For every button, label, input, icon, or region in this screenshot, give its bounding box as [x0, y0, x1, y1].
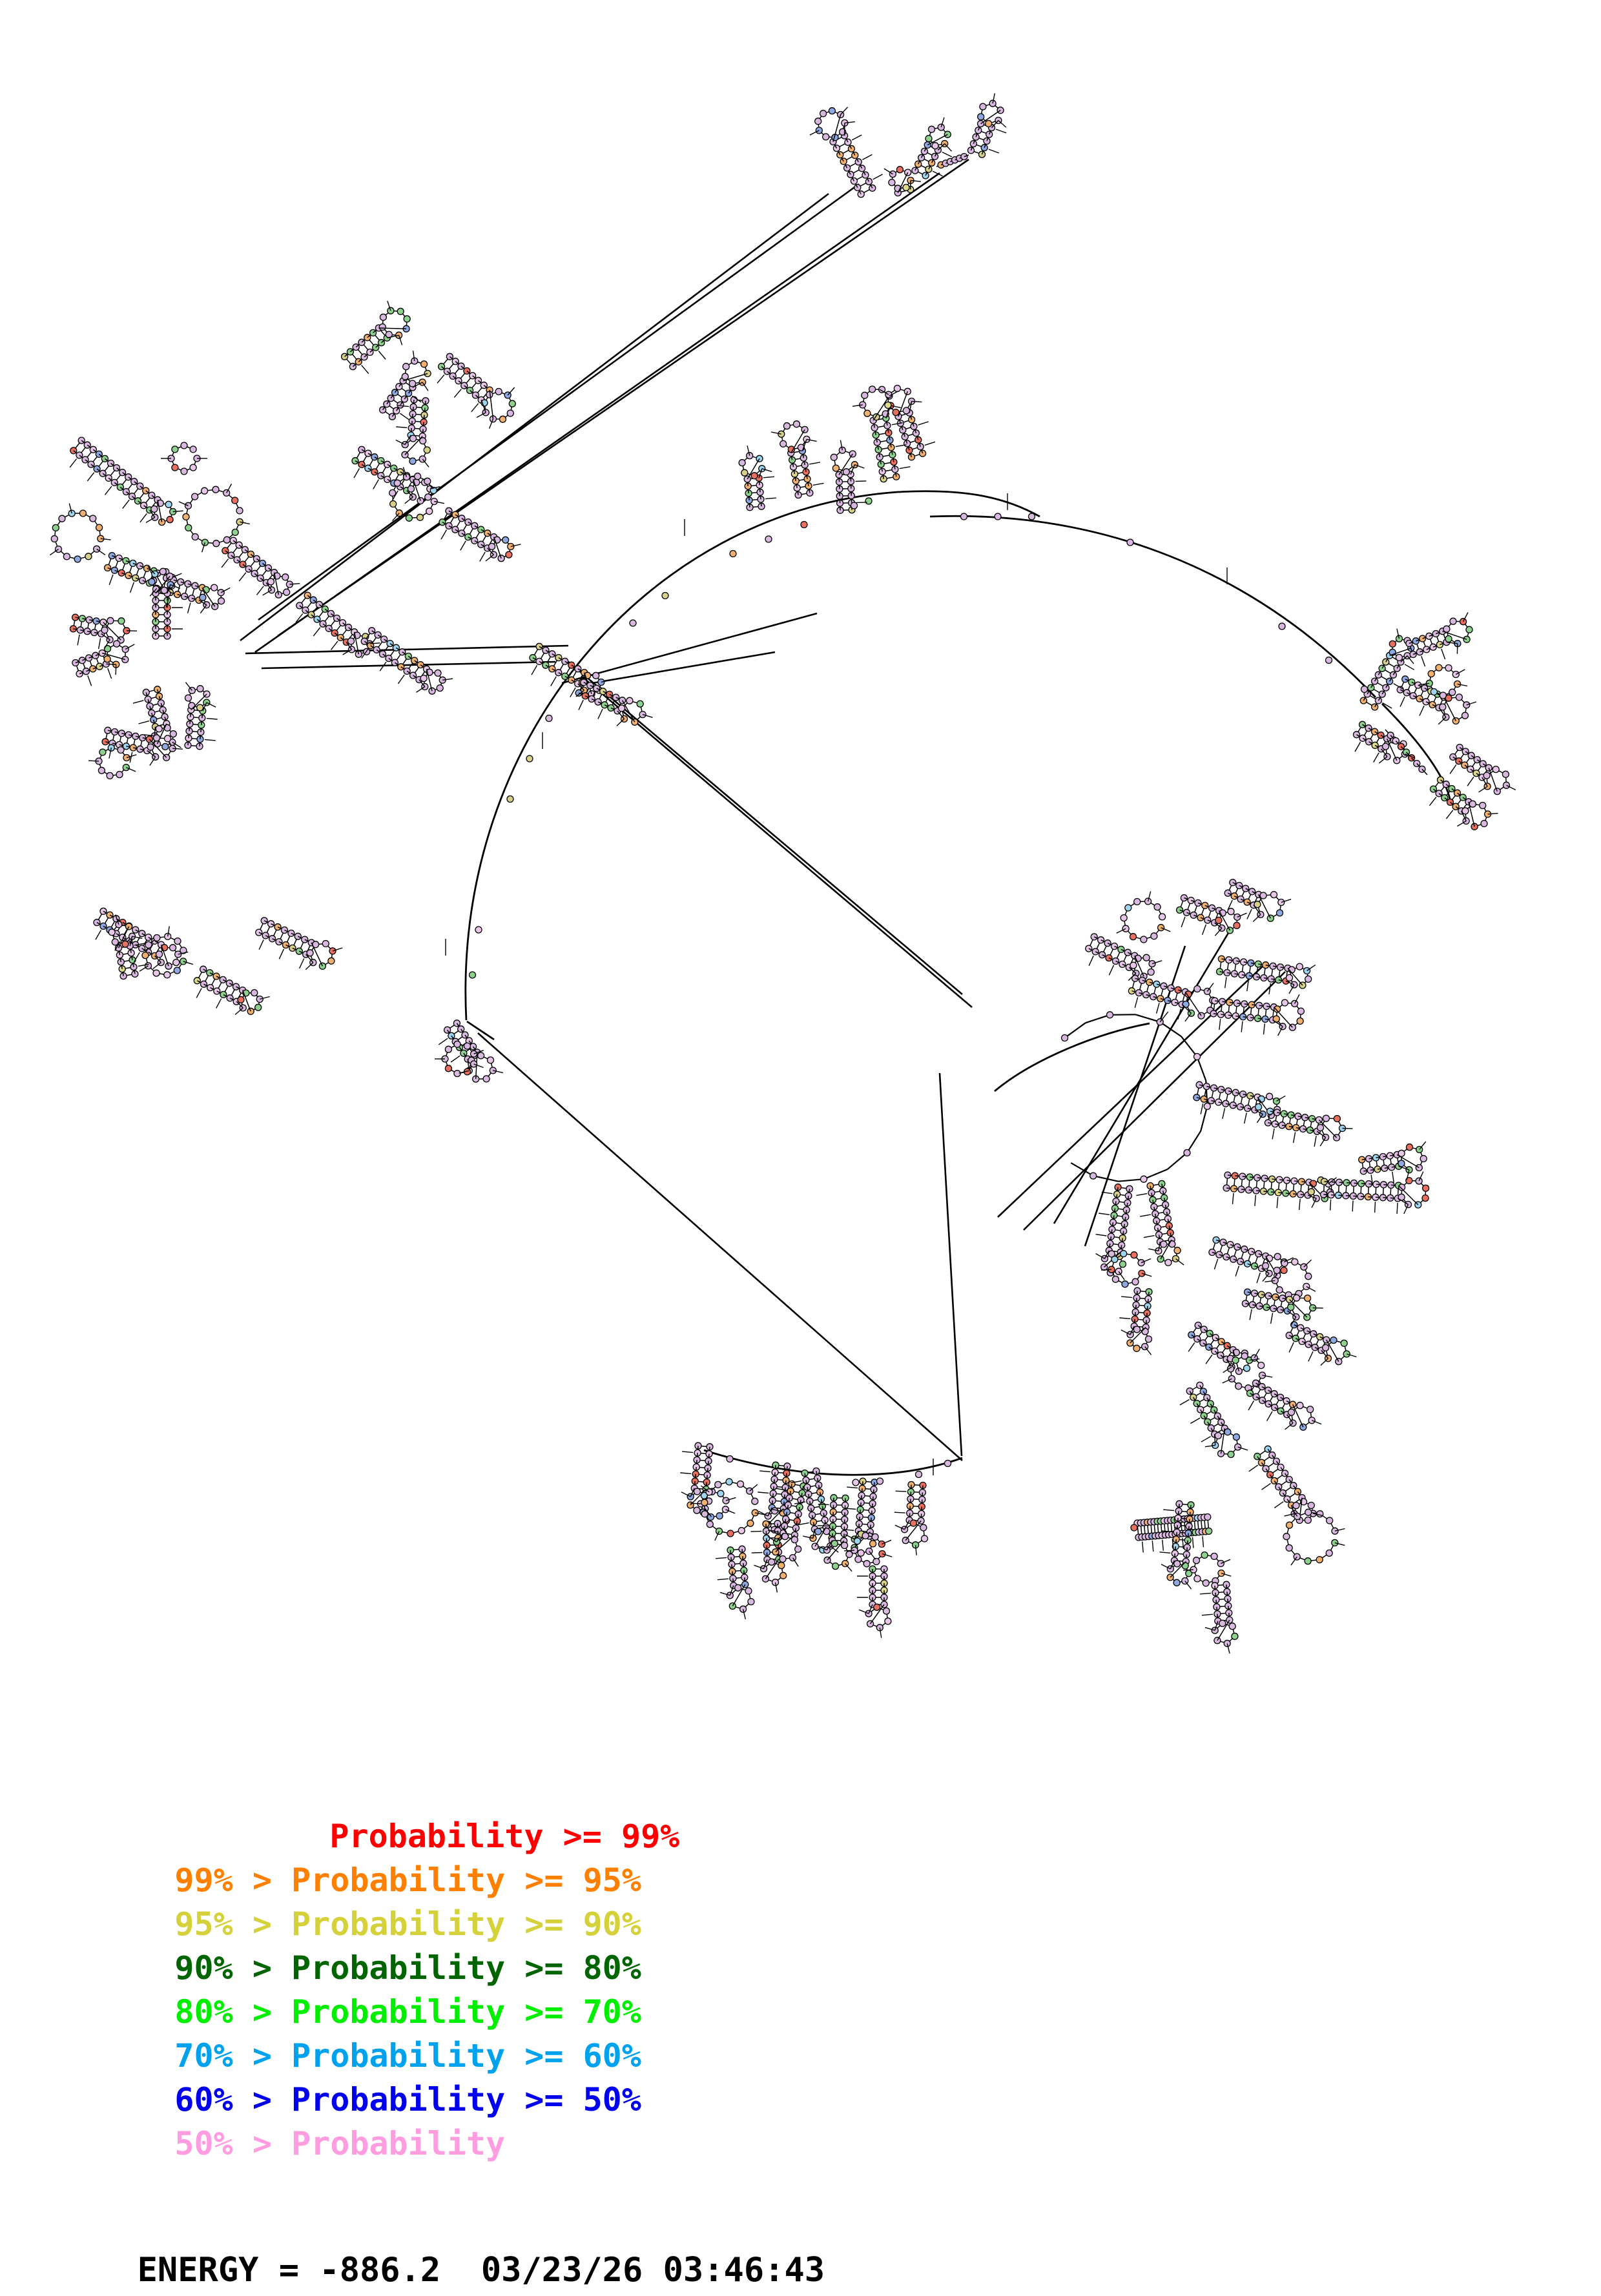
legend-label-95: 99% > Probability >= 95%	[174, 1858, 641, 1902]
legend-label-50: 60% > Probability >= 50%	[174, 2078, 641, 2122]
legend-label-90: 95% > Probability >= 90%	[174, 1902, 641, 1946]
legend-label-70: 80% > Probability >= 70%	[174, 1990, 641, 2034]
rna-structure-diagram	[0, 0, 1601, 1711]
probability-legend: Probability >= 99% 99% > Probability >= …	[0, 1770, 1601, 2122]
legend-label-80: 90% > Probability >= 80%	[174, 1946, 641, 1990]
canvas-background	[0, 0, 1601, 1711]
energy-timestamp-line: ENERGY = -886.2 03/23/26 03:46:43	[0, 2193, 1601, 2244]
legend-label-below-50: 50% > Probability	[174, 2122, 505, 2166]
legend-label-99: Probability >= 99%	[329, 1814, 679, 1858]
energy-text: ENERGY = -886.2 03/23/26 03:46:43	[138, 2251, 825, 2290]
legend-label-60: 70% > Probability >= 60%	[174, 2034, 641, 2078]
legend-row-99: Probability >= 99%	[0, 1770, 1601, 1814]
